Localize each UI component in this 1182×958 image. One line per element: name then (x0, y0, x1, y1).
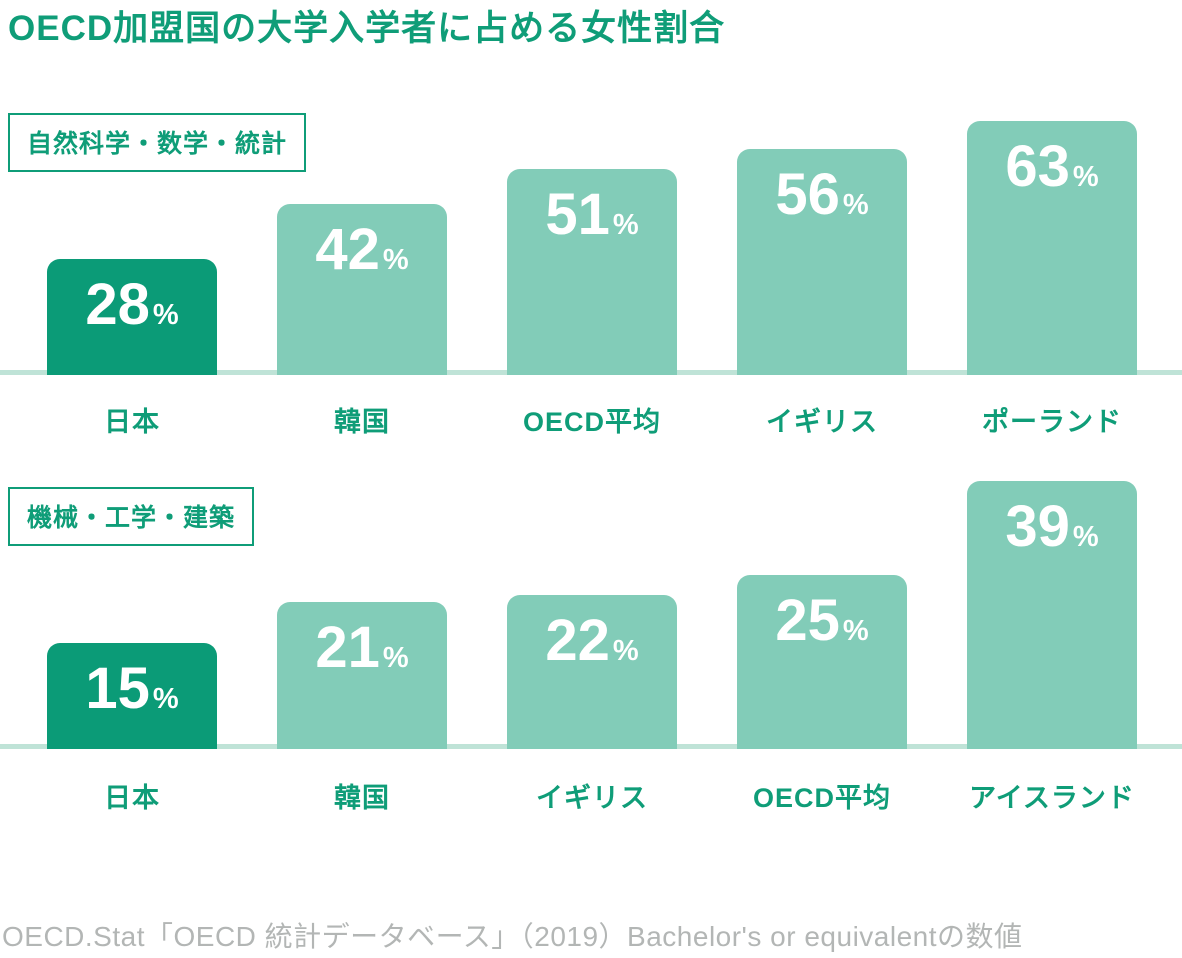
bar-0-4: 63% (967, 121, 1137, 375)
bar-value-number: 63 (1005, 134, 1070, 199)
bar-value-number: 42 (315, 217, 380, 282)
bar-value-label: 22% (545, 595, 638, 670)
bar-value-unit: % (382, 642, 409, 674)
bar-value-number: 22 (545, 608, 610, 673)
page-title: OECD加盟国の大学入学者に占める女性割合 (8, 9, 726, 48)
bar-value-number: 25 (775, 588, 840, 653)
bar-value-unit: % (612, 635, 639, 667)
bar-value-label: 21% (315, 602, 408, 677)
bar-value-unit: % (152, 683, 179, 715)
category-label: OECD平均 (522, 407, 661, 437)
category-label: 韓国 (334, 783, 390, 813)
bar-value-number: 56 (775, 162, 840, 227)
bar-value-label: 28% (85, 259, 178, 334)
bar-value-unit: % (842, 189, 869, 221)
category-label: アイスランド (969, 783, 1135, 813)
bar-0-2: 51% (507, 169, 677, 375)
bar-value-label: 63% (1005, 121, 1098, 196)
bar-value-label: 56% (775, 149, 868, 224)
bar-value-label: 42% (315, 204, 408, 279)
bar-1-3: 25% (737, 575, 907, 749)
bar-value-number: 39 (1005, 494, 1070, 559)
bar-value-unit: % (1072, 161, 1099, 193)
bar-1-2: 22% (507, 595, 677, 749)
axis-baseline (0, 744, 1182, 749)
chart-section-label: 機械・工学・建築 (8, 487, 255, 546)
bar-0-3: 56% (737, 149, 907, 375)
bar-value-unit: % (842, 615, 869, 647)
bar-value-number: 51 (545, 182, 610, 247)
category-label: イギリス (536, 783, 648, 813)
bar-value-unit: % (1072, 521, 1099, 553)
bar-value-label: 15% (85, 643, 178, 718)
bar-1-1: 21% (277, 602, 447, 749)
category-label: 韓国 (334, 407, 390, 437)
bar-value-number: 15 (85, 656, 150, 721)
bar-value-number: 28 (85, 272, 150, 337)
chart-section-label: 自然科学・数学・統計 (8, 113, 307, 172)
bar-value-unit: % (612, 209, 639, 241)
bar-value-unit: % (382, 244, 409, 276)
source-note: OECD.Stat「OECD 統計データベース」（2019）Bachelor's… (2, 921, 1023, 952)
bar-value-label: 25% (775, 575, 868, 650)
category-label: 日本 (104, 783, 160, 813)
category-label: OECD平均 (752, 783, 891, 813)
bar-value-label: 39% (1005, 481, 1098, 556)
bar-1-4: 39% (967, 481, 1137, 749)
category-label: ポーランド (982, 407, 1122, 437)
bar-value-number: 21 (315, 615, 380, 680)
bar-value-unit: % (152, 299, 179, 331)
category-label: イギリス (766, 407, 878, 437)
category-label: 日本 (104, 407, 160, 437)
bar-1-0: 15% (47, 643, 217, 749)
bar-value-label: 51% (545, 169, 638, 244)
bar-0-1: 42% (277, 204, 447, 375)
axis-baseline (0, 370, 1182, 375)
bar-0-0: 28% (47, 259, 217, 375)
